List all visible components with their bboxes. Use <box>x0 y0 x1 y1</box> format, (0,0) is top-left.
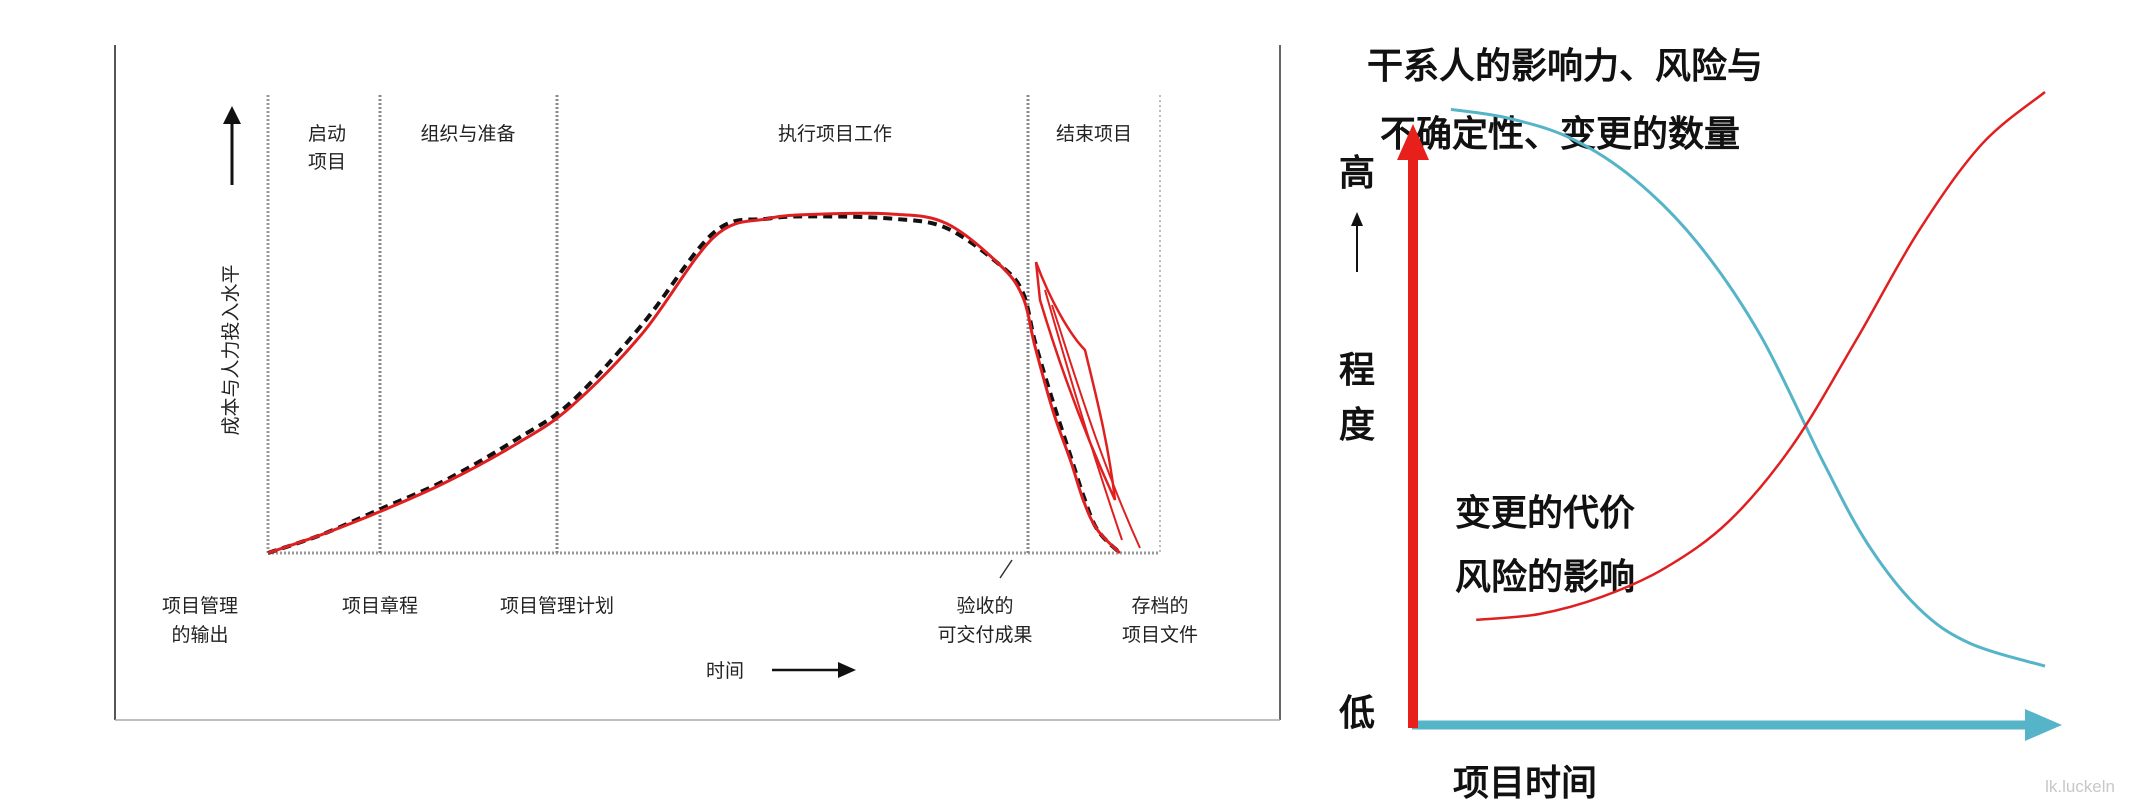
milestone-accepted-1: 验收的 <box>956 595 1013 617</box>
left-x-label: 时间 <box>706 660 744 682</box>
x-arrow-head <box>838 662 856 678</box>
right-label-bottom-1: 变更的代价 <box>1455 492 1635 534</box>
phase-label-initiate-2: 项目 <box>308 151 346 173</box>
milestone-charter: 项目章程 <box>342 595 418 617</box>
milestone-output-2: 的输出 <box>171 624 228 646</box>
series-line-actual <box>267 211 1121 555</box>
right-label-top-1: 干系人的影响力、风险与 <box>1367 46 1763 87</box>
series-sketch-stroke-2 <box>1051 304 1141 549</box>
right-y-axis-arrow <box>1397 124 1429 160</box>
milestone-accepted-2: 可交付成果 <box>937 624 1032 646</box>
series-line-cost <box>1476 91 2046 622</box>
left-chart: 启动 项目 组织与准备 执行项目工作 结束项目 成本与人力投入水平 项目管理 的… <box>114 45 1281 721</box>
milestone-archive-2: 项目文件 <box>1122 624 1198 646</box>
right-x-axis-arrow <box>2025 709 2062 741</box>
phase-label-organize: 组织与准备 <box>420 123 515 145</box>
y-arrow-head <box>223 106 241 124</box>
right-y-low: 低 <box>1339 693 1375 734</box>
right-label-bottom-2: 风险的影响 <box>1455 557 1635 598</box>
watermark: lk.luckeln <box>2045 777 2115 796</box>
milestone-plan: 项目管理计划 <box>500 595 614 617</box>
phase-label-initiate-1: 启动 <box>308 123 346 145</box>
left-y-label: 成本与人力投入水平 <box>220 264 242 435</box>
series-sketch-loop <box>1034 261 1117 501</box>
right-y-small-arrow-head <box>1351 212 1363 226</box>
series-sketch-stroke-1 <box>1044 289 1123 541</box>
right-y-degree-1: 程 <box>1339 350 1375 391</box>
phase-label-execute: 执行项目工作 <box>778 123 892 145</box>
phase-label-close: 结束项目 <box>1056 123 1132 145</box>
right-y-high: 高 <box>1339 153 1375 194</box>
right-y-degree-2: 度 <box>1339 405 1375 446</box>
series-line-influence <box>1450 107 2046 668</box>
milestone-output-1: 项目管理 <box>162 595 238 617</box>
right-chart: 干系人的影响力、风险与 不确定性、变更的数量 高 程 度 低 变更的代价 风险的… <box>1339 46 2062 804</box>
milestone-archive-1: 存档的 <box>1131 595 1188 617</box>
right-x-label: 项目时间 <box>1453 763 1597 804</box>
milestone-pointer <box>999 559 1013 579</box>
series-line-planned <box>267 214 1122 555</box>
